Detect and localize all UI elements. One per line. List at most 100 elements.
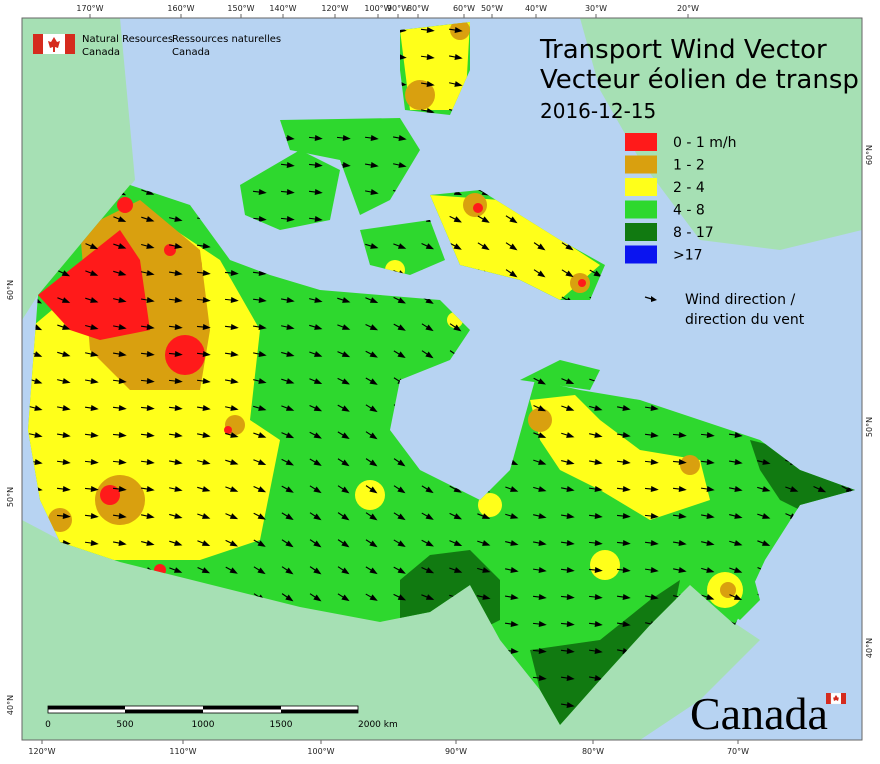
graticule-labels: 170°W 160°W 150°W 140°W 120°W 100°W90°W80°W 60… xyxy=(6,4,874,756)
wind-arrow xyxy=(140,486,155,492)
nrcan-signature: Natural Resources Canada Ressources natu… xyxy=(33,34,281,58)
wind-arrow xyxy=(196,351,211,357)
graticule-label: 60°W xyxy=(453,4,475,13)
header-text: Ressources naturelles xyxy=(172,34,281,45)
wind-arrow xyxy=(561,486,575,492)
wind-arrow xyxy=(168,459,183,465)
wind-arrow xyxy=(532,675,547,681)
greenland xyxy=(580,18,862,250)
wind-arrow xyxy=(365,404,378,413)
wind-arrow xyxy=(196,405,211,411)
wind-arrow xyxy=(197,432,211,438)
wind-arrow xyxy=(365,539,378,548)
wind-arrow xyxy=(701,567,715,573)
wind-arrow xyxy=(252,189,267,195)
wind-arrow xyxy=(56,459,71,465)
wind-arrow xyxy=(644,432,659,438)
arrow-symbol xyxy=(644,296,657,302)
scale-label: 1000 xyxy=(192,720,215,730)
wind-arrow xyxy=(281,324,295,330)
wind-arrow xyxy=(532,594,547,600)
wind-arrow xyxy=(561,269,574,278)
wind-arrow xyxy=(337,377,350,385)
wind-arrow xyxy=(729,486,743,492)
wind-arrow xyxy=(309,351,323,357)
wind-arrow xyxy=(477,242,490,251)
wind-arrow xyxy=(168,270,183,276)
map-frame xyxy=(22,18,862,740)
wind-arrow xyxy=(253,351,267,357)
wind-arrow xyxy=(337,297,351,303)
scale-label: 2000 km xyxy=(358,720,398,730)
wind-arrow xyxy=(393,296,406,304)
wind-arrow xyxy=(728,459,743,465)
wind-arrow xyxy=(421,539,434,547)
wind-arrow xyxy=(113,297,127,303)
wind-arrow xyxy=(309,458,322,466)
wind-arrow xyxy=(309,485,322,494)
scale-labels: 0 500 1000 1500 2000 km xyxy=(45,720,398,730)
wind-arrow xyxy=(588,513,603,519)
legend-label: >17 xyxy=(673,248,703,264)
wind-arrow xyxy=(337,431,350,440)
wind-arrow xyxy=(532,540,547,546)
header-text: Natural Resources xyxy=(82,34,173,45)
flag-bar xyxy=(33,34,43,54)
wind-arrow xyxy=(644,540,659,546)
graticule-label: 100°W xyxy=(364,4,391,13)
wind-arrow xyxy=(141,270,155,276)
wind-arrow xyxy=(253,485,267,493)
wind-arrow xyxy=(308,189,323,195)
united-states xyxy=(22,520,760,740)
land-mass xyxy=(240,150,340,230)
wind-arrow xyxy=(140,378,155,384)
wind-arrow xyxy=(56,432,71,438)
wind-arrow xyxy=(57,351,71,357)
wind-zone xyxy=(355,480,385,510)
wind-arrow xyxy=(225,486,239,492)
wind-arrow xyxy=(85,270,99,276)
wind-zone xyxy=(530,395,710,520)
wind-arrow xyxy=(449,215,462,223)
wind-arrow xyxy=(281,378,295,384)
legend-label: 1 - 2 xyxy=(673,158,705,174)
legend-swatch xyxy=(625,200,657,219)
wind-arrow xyxy=(421,567,435,574)
wind-arrow xyxy=(168,378,183,384)
graticule-label: 80°W xyxy=(582,747,604,756)
wind-arrow xyxy=(588,540,603,546)
legend-label: 0 - 1 m/h xyxy=(673,135,736,151)
wind-arrow xyxy=(365,189,379,195)
land-mass xyxy=(280,118,420,215)
wind-arrow xyxy=(561,378,575,385)
wind-zone xyxy=(590,550,620,580)
wind-arrow xyxy=(309,378,323,384)
wind-arrow xyxy=(281,485,294,493)
wind-arrow xyxy=(616,621,631,627)
graticule-label: 110°W xyxy=(169,747,196,756)
wind-arrow xyxy=(253,459,267,465)
graticule-label: 160°W xyxy=(167,4,194,13)
wind-arrow xyxy=(197,540,211,546)
wind-arrow xyxy=(140,405,155,411)
wind-arrow xyxy=(169,567,183,573)
wind-arrow xyxy=(337,485,350,494)
wind-arrow xyxy=(253,512,266,520)
wind-arrow xyxy=(84,378,99,384)
wind-arrow xyxy=(309,404,323,412)
wind-arrow xyxy=(644,459,659,465)
wind-arrow xyxy=(533,432,547,438)
wind-arrow xyxy=(421,350,434,359)
wind-arrow xyxy=(364,162,379,168)
wind-arrow xyxy=(729,513,743,519)
wind-arrow xyxy=(673,567,687,573)
maple-leaf xyxy=(48,37,60,52)
title-block: Transport Wind Vector Vecteur éolien de … xyxy=(539,35,859,123)
wind-arrow xyxy=(225,405,239,411)
wind-arrow xyxy=(616,540,631,546)
wind-arrow xyxy=(140,297,155,303)
wind-arrow xyxy=(57,378,71,384)
graticule-label: 50°N xyxy=(865,417,874,437)
wind-arrow xyxy=(281,566,294,575)
wind-zone xyxy=(720,582,736,598)
